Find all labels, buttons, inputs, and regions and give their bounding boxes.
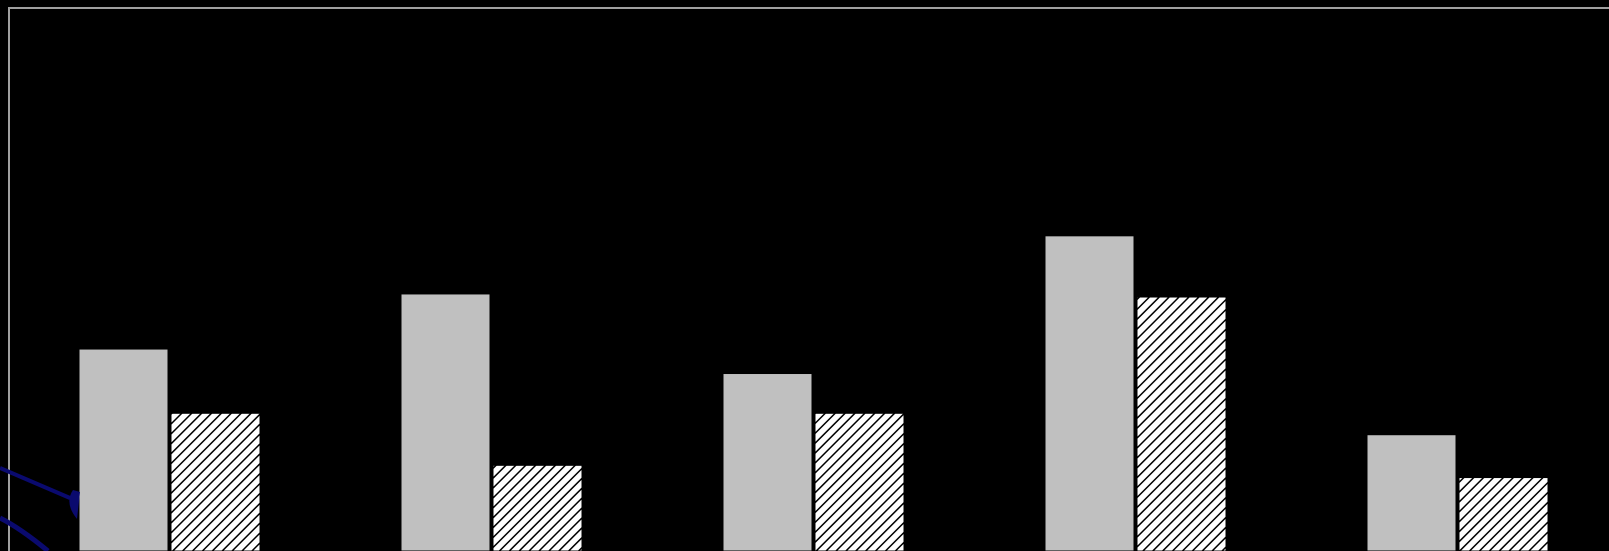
bars-group	[78, 235, 1549, 551]
bar-series2-cat2	[492, 464, 583, 551]
bar-series2-cat5	[1458, 477, 1549, 551]
bar-series2-cat4	[1136, 296, 1227, 551]
bar-series1-cat1	[78, 348, 169, 551]
bar-series1-cat5	[1366, 434, 1457, 551]
plot-frame	[8, 7, 1609, 551]
bar-series1-cat4	[1044, 235, 1135, 551]
bar-series1-cat2	[400, 293, 491, 551]
bar-series2-cat1	[170, 412, 261, 551]
dark-blue-arrow-icon	[0, 466, 80, 551]
bar-series1-cat3	[722, 373, 813, 551]
bar-series2-cat3	[814, 412, 905, 551]
